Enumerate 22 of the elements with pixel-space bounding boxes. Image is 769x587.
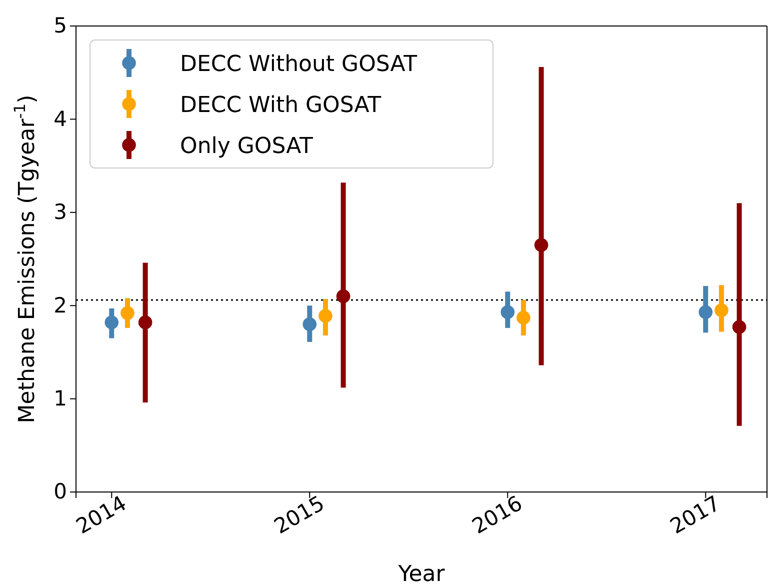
legend-label: Only GOSAT <box>180 134 314 159</box>
y-tick-label: 5 <box>54 14 67 38</box>
point <box>336 289 350 304</box>
y-tick-label: 0 <box>54 480 67 504</box>
point <box>698 305 713 320</box>
x-axis-title: Year <box>397 562 446 587</box>
legend-label: DECC Without GOSAT <box>180 52 418 77</box>
point <box>138 315 152 330</box>
y-tick-label: 3 <box>54 200 67 224</box>
point <box>534 238 548 252</box>
point <box>318 308 332 323</box>
point <box>104 315 119 330</box>
point <box>500 305 515 320</box>
point <box>120 306 134 320</box>
legend-label: DECC With GOSAT <box>180 93 382 118</box>
point <box>516 310 530 325</box>
point <box>302 317 317 332</box>
y-tick-label: 2 <box>54 293 67 318</box>
point <box>714 303 728 318</box>
y-tick-label: 4 <box>54 106 67 131</box>
y-tick-label: 1 <box>54 386 67 411</box>
point <box>732 320 746 334</box>
